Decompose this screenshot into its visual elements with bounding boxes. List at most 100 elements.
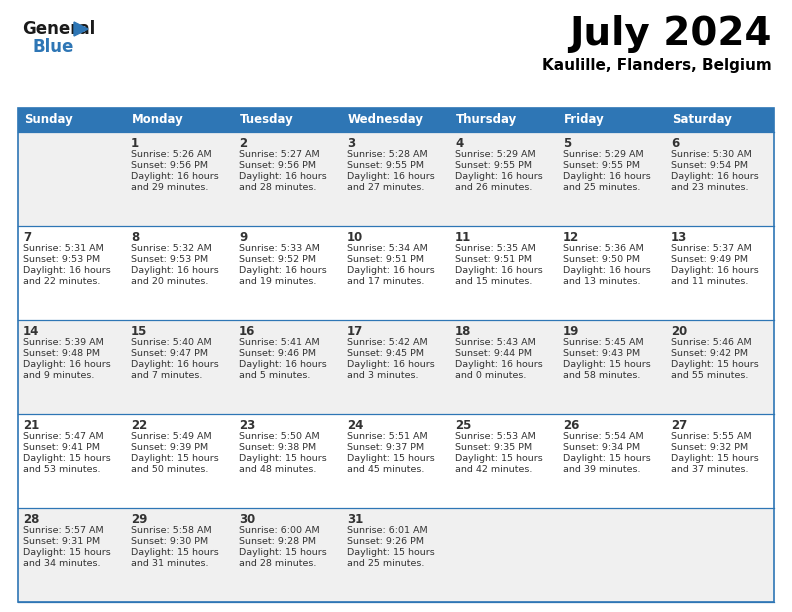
Text: and 25 minutes.: and 25 minutes. [347,559,425,568]
Text: Sunrise: 5:58 AM: Sunrise: 5:58 AM [131,526,211,535]
Text: and 58 minutes.: and 58 minutes. [563,371,641,380]
Text: 10: 10 [347,231,364,244]
Text: and 9 minutes.: and 9 minutes. [23,371,94,380]
Text: Daylight: 16 hours: Daylight: 16 hours [23,360,111,369]
Text: 22: 22 [131,419,147,432]
Text: and 7 minutes.: and 7 minutes. [131,371,203,380]
Text: Sunrise: 5:26 AM: Sunrise: 5:26 AM [131,150,211,159]
Text: Sunday: Sunday [24,113,73,127]
Text: and 28 minutes.: and 28 minutes. [239,183,316,192]
Text: Sunset: 9:31 PM: Sunset: 9:31 PM [23,537,100,546]
Text: Sunset: 9:30 PM: Sunset: 9:30 PM [131,537,208,546]
Text: Sunset: 9:42 PM: Sunset: 9:42 PM [671,349,748,358]
Text: 15: 15 [131,325,147,338]
Text: Daylight: 16 hours: Daylight: 16 hours [455,266,543,275]
Text: Sunset: 9:38 PM: Sunset: 9:38 PM [239,443,316,452]
Text: 1: 1 [131,137,139,150]
Text: Blue: Blue [32,38,74,56]
Bar [234,108,342,132]
Text: Sunrise: 5:51 AM: Sunrise: 5:51 AM [347,432,428,441]
Text: and 23 minutes.: and 23 minutes. [671,183,748,192]
Text: Daylight: 15 hours: Daylight: 15 hours [131,548,219,557]
Text: Sunrise: 5:39 AM: Sunrise: 5:39 AM [23,338,104,347]
Text: and 50 minutes.: and 50 minutes. [131,465,208,474]
Text: Sunrise: 5:53 AM: Sunrise: 5:53 AM [455,432,535,441]
Text: 8: 8 [131,231,139,244]
Text: Daylight: 15 hours: Daylight: 15 hours [563,454,651,463]
Text: Sunset: 9:54 PM: Sunset: 9:54 PM [671,161,748,170]
Text: Friday: Friday [564,113,605,127]
Text: Sunrise: 5:46 AM: Sunrise: 5:46 AM [671,338,752,347]
Text: Sunset: 9:55 PM: Sunset: 9:55 PM [347,161,424,170]
Text: Sunrise: 5:49 AM: Sunrise: 5:49 AM [131,432,211,441]
Text: Daylight: 15 hours: Daylight: 15 hours [671,454,759,463]
Text: 26: 26 [563,419,580,432]
Text: Daylight: 16 hours: Daylight: 16 hours [131,266,219,275]
Text: Sunset: 9:44 PM: Sunset: 9:44 PM [455,349,532,358]
Bar [18,508,774,602]
Text: Sunrise: 5:43 AM: Sunrise: 5:43 AM [455,338,535,347]
Polygon shape [74,22,88,36]
Bar [666,108,774,132]
Text: Sunset: 9:39 PM: Sunset: 9:39 PM [131,443,208,452]
Text: 27: 27 [671,419,687,432]
Text: Tuesday: Tuesday [240,113,294,127]
Text: Saturday: Saturday [672,113,732,127]
Text: and 42 minutes.: and 42 minutes. [455,465,532,474]
Text: Daylight: 15 hours: Daylight: 15 hours [347,454,435,463]
Text: Sunrise: 5:28 AM: Sunrise: 5:28 AM [347,150,428,159]
Text: Sunset: 9:28 PM: Sunset: 9:28 PM [239,537,316,546]
Text: Daylight: 16 hours: Daylight: 16 hours [131,360,219,369]
Text: Daylight: 15 hours: Daylight: 15 hours [239,454,327,463]
Text: and 13 minutes.: and 13 minutes. [563,277,641,286]
Text: Sunrise: 5:33 AM: Sunrise: 5:33 AM [239,244,320,253]
Text: 23: 23 [239,419,255,432]
Text: Daylight: 16 hours: Daylight: 16 hours [563,172,651,181]
Bar [18,108,126,132]
Text: 14: 14 [23,325,40,338]
Text: 9: 9 [239,231,247,244]
Text: Daylight: 15 hours: Daylight: 15 hours [23,548,111,557]
Text: Daylight: 15 hours: Daylight: 15 hours [671,360,759,369]
Text: Sunrise: 5:34 AM: Sunrise: 5:34 AM [347,244,428,253]
Text: 2: 2 [239,137,247,150]
Text: Sunset: 9:45 PM: Sunset: 9:45 PM [347,349,424,358]
Text: and 11 minutes.: and 11 minutes. [671,277,748,286]
Text: 12: 12 [563,231,579,244]
Text: Sunrise: 5:32 AM: Sunrise: 5:32 AM [131,244,211,253]
Text: Sunrise: 5:37 AM: Sunrise: 5:37 AM [671,244,752,253]
Text: Sunrise: 5:41 AM: Sunrise: 5:41 AM [239,338,320,347]
Text: Monday: Monday [132,113,184,127]
Text: and 5 minutes.: and 5 minutes. [239,371,310,380]
Text: Sunrise: 5:57 AM: Sunrise: 5:57 AM [23,526,104,535]
Text: 21: 21 [23,419,40,432]
Text: 25: 25 [455,419,471,432]
Text: Daylight: 16 hours: Daylight: 16 hours [455,172,543,181]
Text: Sunrise: 5:30 AM: Sunrise: 5:30 AM [671,150,752,159]
Text: Daylight: 15 hours: Daylight: 15 hours [131,454,219,463]
Text: and 27 minutes.: and 27 minutes. [347,183,425,192]
Text: Sunrise: 5:45 AM: Sunrise: 5:45 AM [563,338,644,347]
Text: Sunset: 9:53 PM: Sunset: 9:53 PM [131,255,208,264]
Text: Sunset: 9:32 PM: Sunset: 9:32 PM [671,443,748,452]
Text: Daylight: 16 hours: Daylight: 16 hours [563,266,651,275]
Text: Daylight: 16 hours: Daylight: 16 hours [671,172,759,181]
Text: Sunset: 9:51 PM: Sunset: 9:51 PM [347,255,424,264]
Text: Sunset: 9:50 PM: Sunset: 9:50 PM [563,255,640,264]
Text: and 20 minutes.: and 20 minutes. [131,277,208,286]
Bar [558,108,666,132]
Text: and 48 minutes.: and 48 minutes. [239,465,316,474]
Text: 31: 31 [347,513,364,526]
Text: Sunset: 9:26 PM: Sunset: 9:26 PM [347,537,424,546]
Text: 17: 17 [347,325,364,338]
Text: Sunrise: 5:40 AM: Sunrise: 5:40 AM [131,338,211,347]
Bar [18,320,774,414]
Text: Daylight: 15 hours: Daylight: 15 hours [239,548,327,557]
Text: and 39 minutes.: and 39 minutes. [563,465,641,474]
Text: Sunrise: 5:29 AM: Sunrise: 5:29 AM [563,150,644,159]
Text: Sunset: 9:49 PM: Sunset: 9:49 PM [671,255,748,264]
Text: Sunset: 9:52 PM: Sunset: 9:52 PM [239,255,316,264]
Text: and 0 minutes.: and 0 minutes. [455,371,527,380]
Text: and 19 minutes.: and 19 minutes. [239,277,316,286]
Text: Sunrise: 5:55 AM: Sunrise: 5:55 AM [671,432,752,441]
